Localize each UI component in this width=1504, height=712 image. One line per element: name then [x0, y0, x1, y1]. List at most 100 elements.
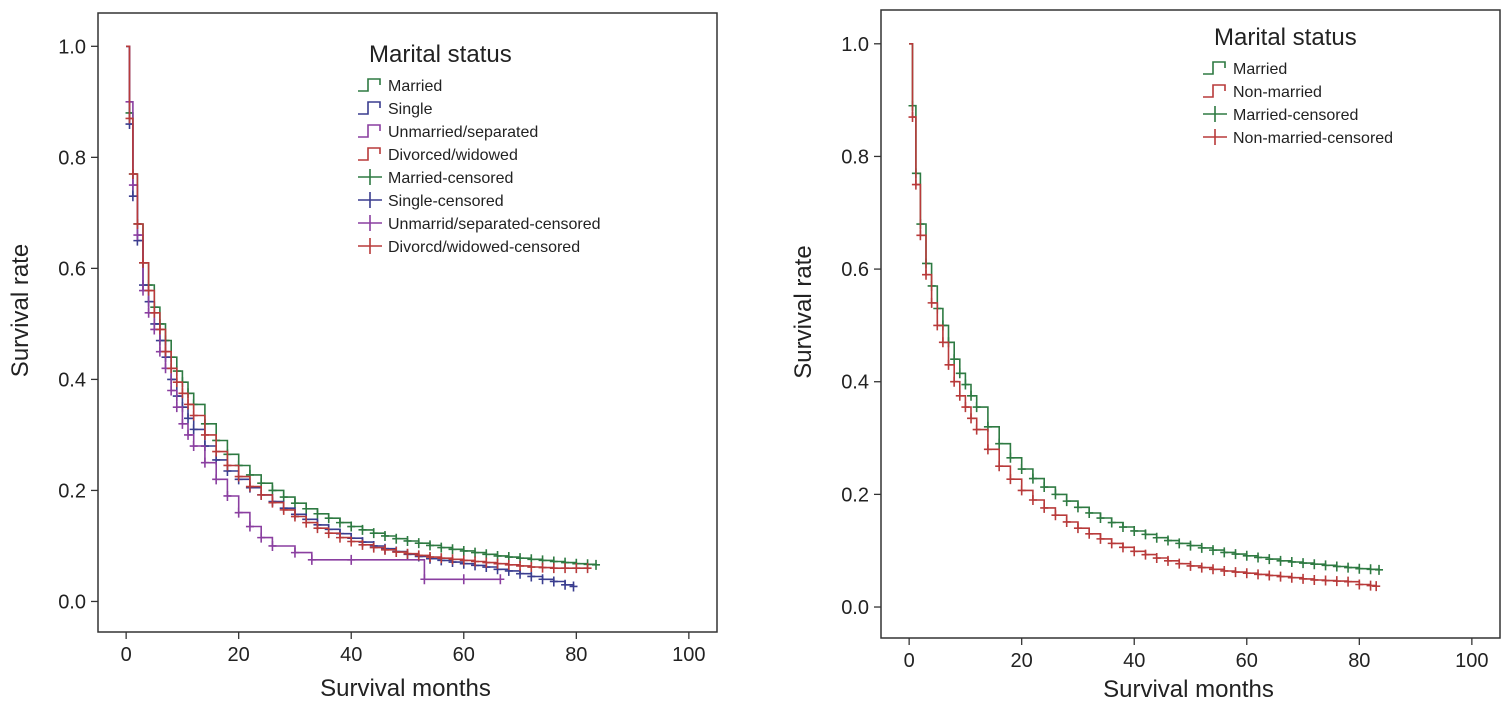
censor-mark: [1299, 573, 1308, 584]
censor-mark: [268, 540, 277, 551]
censor-mark: [1141, 549, 1150, 560]
censor-mark: [167, 385, 176, 396]
censor-mark: [184, 429, 193, 440]
censor-mark: [569, 581, 578, 592]
plot-frame: [880, 9, 1501, 639]
censor-mark: [1265, 570, 1274, 581]
x-tick-label: 0: [904, 650, 915, 672]
censor-mark: [426, 540, 435, 551]
censor-mark: [527, 571, 536, 582]
censor-mark: [420, 574, 429, 585]
legend-label: Divorcd/widowed-censored: [388, 239, 580, 256]
censor-mark: [1242, 568, 1251, 579]
censor-mark: [1163, 555, 1172, 566]
censor-mark: [290, 547, 299, 558]
censor-mark: [1096, 513, 1105, 524]
censor-mark: [1220, 565, 1229, 576]
legend-label: Divorced/widowed: [388, 147, 518, 164]
x-tick-label: 0: [121, 644, 132, 666]
censor-mark: [1130, 546, 1139, 557]
censor-mark: [1006, 452, 1015, 463]
censor-mark: [1175, 538, 1184, 549]
legend-title: Marital status: [1214, 24, 1357, 51]
legend-symbol-censor: [358, 192, 382, 208]
censor-mark: [184, 399, 193, 410]
y-axis-label: Survival rate: [790, 245, 817, 378]
censor-mark: [212, 446, 221, 457]
legend-label: Unmarrid/separated-censored: [388, 216, 601, 233]
censor-mark: [1287, 556, 1296, 567]
legend-label: Married: [1233, 61, 1287, 78]
x-tick-label: 60: [453, 644, 475, 666]
censor-mark: [1276, 555, 1285, 566]
censor-mark: [189, 424, 198, 435]
censor-mark: [200, 457, 209, 468]
censor-mark: [1062, 496, 1071, 507]
censor-mark: [403, 548, 412, 559]
censor-mark: [223, 490, 232, 501]
censor-mark: [1118, 522, 1127, 533]
x-tick-label: 60: [1236, 650, 1258, 672]
censor-mark: [347, 521, 356, 532]
y-tick-label: 0.6: [841, 259, 869, 281]
censor-mark: [290, 511, 299, 522]
censor-mark: [426, 552, 435, 563]
censor-mark: [1372, 581, 1381, 592]
legend-label: Unmarried/separated: [388, 124, 538, 141]
censor-mark: [347, 536, 356, 547]
censor-mark: [279, 492, 288, 503]
x-tick-label: 40: [1123, 650, 1145, 672]
censor-mark: [967, 390, 976, 401]
censor-mark: [313, 508, 322, 519]
censor-mark: [1006, 474, 1015, 485]
censor-mark: [1028, 473, 1037, 484]
y-axis-label: Survival rate: [7, 244, 34, 377]
censor-mark: [471, 547, 480, 558]
censor-mark: [307, 554, 316, 565]
censor-mark: [1332, 576, 1341, 587]
censor-mark: [335, 517, 344, 528]
censor-mark: [1332, 561, 1341, 572]
censor-mark: [1344, 576, 1353, 587]
censor-mark: [471, 556, 480, 567]
censor-mark: [133, 218, 142, 229]
censor-mark: [369, 542, 378, 553]
censor-mark: [200, 429, 209, 440]
censor-mark: [1231, 549, 1240, 560]
censor-mark: [234, 471, 243, 482]
censor-mark: [257, 532, 266, 543]
censor-mark: [1355, 579, 1364, 590]
censor-mark: [139, 257, 148, 268]
censor-mark: [592, 559, 601, 570]
censor-mark: [961, 379, 970, 390]
y-tick-label: 0.6: [58, 258, 86, 280]
censor-mark: [1085, 507, 1094, 518]
censor-mark: [459, 555, 468, 566]
y-tick-label: 0.0: [58, 591, 86, 613]
censor-mark: [324, 528, 333, 539]
censor-mark: [172, 377, 181, 388]
censor-mark: [983, 444, 992, 455]
legend-label: Married: [388, 78, 442, 95]
censor-mark: [414, 550, 423, 561]
censor-mark: [955, 390, 964, 401]
chart-panel-left: 0 20 40 60 80 100 0.0 0.2 0.4 0.6 0.8 1.0 Survival m…: [7, 12, 718, 702]
censor-mark: [268, 497, 277, 508]
censor-mark: [1220, 547, 1229, 558]
x-tick-label: 100: [672, 644, 705, 666]
legend-symbol-line: [358, 101, 381, 115]
x-tick-label: 80: [1348, 650, 1370, 672]
censor-mark: [527, 562, 536, 573]
censor-mark: [504, 559, 513, 570]
censor-mark: [1265, 554, 1274, 565]
legend-symbol-censor: [358, 215, 382, 231]
censor-mark: [972, 402, 981, 413]
censor-mark: [245, 481, 254, 492]
y-tick-label: 1.0: [841, 34, 869, 56]
censor-mark: [459, 545, 468, 556]
censor-mark: [961, 402, 970, 413]
censor-mark: [245, 521, 254, 532]
censor-mark: [437, 553, 446, 564]
legend-label: Single: [388, 101, 433, 118]
legend-symbol-line: [1203, 61, 1226, 75]
